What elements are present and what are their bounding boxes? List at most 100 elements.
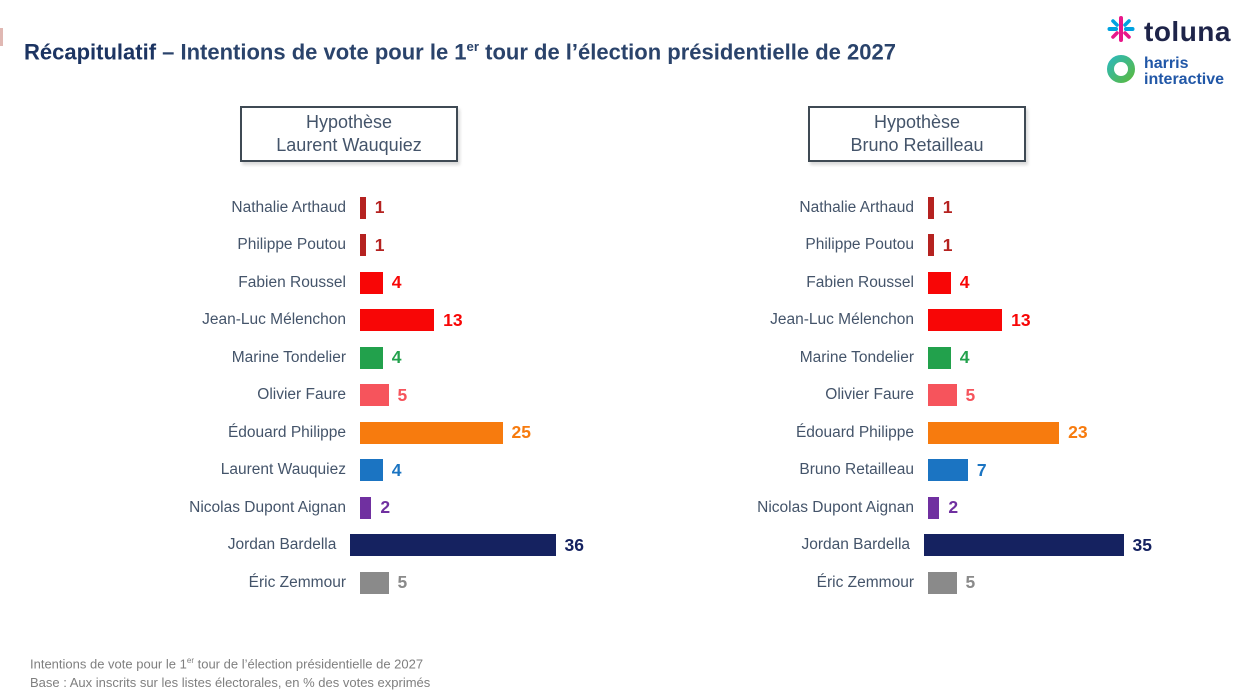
bar: [360, 234, 366, 257]
bar: [928, 196, 934, 219]
candidate-label: Jordan Bardella: [801, 536, 911, 554]
candidate-label: Nicolas Dupont Aignan: [757, 498, 914, 516]
left-edge-accent: [0, 28, 3, 46]
bar-row: Éric Zemmour 5: [16, 564, 584, 602]
value-label: 4: [391, 459, 402, 480]
value-label: 7: [976, 459, 987, 480]
toluna-wordmark: toluna: [1144, 15, 1231, 47]
candidate-label: Philippe Poutou: [805, 236, 914, 254]
toluna-asterisk-icon: [1106, 14, 1136, 49]
value-label: 5: [397, 384, 408, 405]
harris-line1: harris: [1144, 55, 1189, 73]
value-label: 5: [965, 384, 976, 405]
bar-row: Laurent Wauquiez 4: [16, 452, 584, 490]
bar-row: Fabien Roussel 4: [584, 264, 1152, 302]
title-bold: Récapitulatif: [24, 39, 157, 65]
candidate-label: Marine Tondelier: [799, 348, 914, 366]
candidate-label: Nicolas Dupont Aignan: [189, 498, 346, 516]
candidate-label: Éric Zemmour: [248, 573, 346, 591]
bar: [928, 309, 1003, 332]
bar: [928, 234, 934, 257]
candidate-label: Laurent Wauquiez: [220, 461, 346, 479]
footnote: Intentions de vote pour le 1er tour de l…: [30, 655, 430, 692]
chart-hypothesis-retailleau: Hypothèse Bruno Retailleau Nathalie Arth…: [584, 106, 1152, 602]
harris-interactive-logo: harris interactive: [1106, 54, 1224, 89]
candidate-label: Philippe Poutou: [237, 236, 346, 254]
value-label: 1: [942, 234, 953, 255]
harris-ring-icon: [1106, 54, 1136, 89]
hypothesis-label: Hypothèse: [305, 111, 393, 132]
title-separator: –: [156, 39, 181, 65]
value-label: 1: [942, 197, 953, 217]
bar: [360, 384, 389, 407]
value-label: 2: [380, 497, 391, 517]
value-label: 25: [511, 422, 531, 442]
bar-row: Olivier Faure 5: [584, 377, 1152, 415]
chart-hypothesis-wauquiez: Hypothèse Laurent Wauquiez Nathalie Arth…: [16, 106, 584, 602]
footnote-line1-before: Intentions de vote pour le 1: [30, 656, 187, 672]
bar-row: Nicolas Dupont Aignan 2: [584, 489, 1152, 527]
bar: [924, 534, 1124, 557]
bar: [928, 346, 951, 369]
value-label: 5: [397, 572, 408, 592]
bar: [360, 571, 389, 594]
candidate-label: Olivier Faure: [825, 386, 914, 404]
title-superscript: er: [466, 38, 480, 54]
bar-row: Olivier Faure 5: [16, 377, 584, 415]
harris-line2: interactive: [1144, 70, 1225, 88]
bar-row: Philippe Poutou 1: [584, 227, 1152, 265]
value-label: 13: [1011, 309, 1031, 330]
value-label: 4: [391, 272, 402, 292]
bar-row: Marine Tondelier 4: [16, 339, 584, 377]
value-label: 36: [564, 534, 584, 555]
bar-row: Fabien Roussel 4: [16, 264, 584, 302]
candidate-label: Olivier Faure: [257, 386, 346, 404]
value-label: 1: [374, 197, 385, 217]
candidate-label: Jean-Luc Mélenchon: [770, 311, 914, 329]
bar: [360, 496, 372, 519]
value-label: 13: [443, 309, 463, 330]
bar-row: Jordan Bardella 35: [584, 527, 1152, 565]
bar: [360, 459, 383, 482]
bar-row: Jean-Luc Mélenchon 13: [584, 302, 1152, 340]
footnote-line2: Base : Aux inscrits sur les listes élect…: [30, 674, 431, 690]
bar: [928, 496, 940, 519]
bar-row: Édouard Philippe 25: [16, 414, 584, 452]
bar-row: Nathalie Arthaud 1: [16, 189, 584, 227]
bar-row: Jean-Luc Mélenchon 13: [16, 302, 584, 340]
candidate-label: Bruno Retailleau: [799, 461, 914, 479]
value-label: 23: [1068, 422, 1088, 442]
candidate-label: Marine Tondelier: [231, 348, 346, 366]
harris-wordmark: harris interactive: [1144, 55, 1225, 88]
footnote-line1-after: tour de l’élection présidentielle de 202…: [194, 656, 424, 672]
page-title: Récapitulatif – Intentions de vote pour …: [24, 39, 896, 65]
bar: [360, 421, 503, 444]
value-label: 2: [948, 497, 959, 517]
logo: toluna harris interactive: [1106, 14, 1231, 89]
charts-area: Hypothèse Laurent Wauquiez Nathalie Arth…: [16, 106, 1152, 602]
bar-row: Édouard Philippe 23: [584, 414, 1152, 452]
bar-row: Jordan Bardella 36: [16, 527, 584, 565]
bar: [928, 421, 1060, 444]
bar-row: Éric Zemmour 5: [584, 564, 1152, 602]
hypothesis-box-wauquiez: Hypothèse Laurent Wauquiez: [240, 106, 458, 162]
candidate-label: Édouard Philippe: [227, 423, 346, 441]
value-label: 35: [1132, 534, 1152, 555]
bar: [360, 271, 383, 294]
bar-rows: Nathalie Arthaud 1 Philippe Poutou 1 Fabien …: [584, 189, 1152, 602]
hypothesis-label: Hypothèse: [873, 111, 961, 132]
value-label: 4: [391, 347, 402, 367]
value-label: 1: [374, 234, 385, 255]
value-label: 4: [959, 272, 970, 292]
bar: [360, 346, 383, 369]
bar: [928, 459, 968, 482]
bar-row: Bruno Retailleau 7: [584, 452, 1152, 490]
bar-rows: Nathalie Arthaud 1 Philippe Poutou 1 Fabien …: [16, 189, 584, 602]
hypothesis-box-retailleau: Hypothèse Bruno Retailleau: [808, 106, 1026, 162]
candidate-label: Éric Zemmour: [816, 573, 914, 591]
bar-row: Nicolas Dupont Aignan 2: [16, 489, 584, 527]
candidate-label: Nathalie Arthaud: [799, 198, 914, 216]
title-part2: tour de l’élection présidentielle de 202…: [479, 39, 896, 65]
candidate-label: Édouard Philippe: [795, 423, 914, 441]
